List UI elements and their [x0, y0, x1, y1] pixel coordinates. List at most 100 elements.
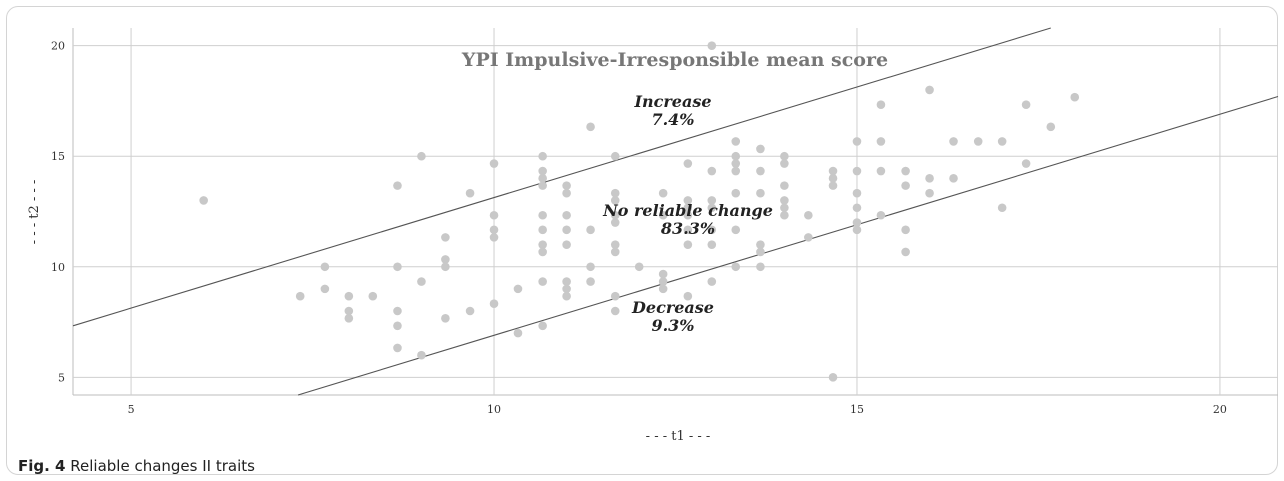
data-point [683, 291, 693, 301]
data-point [804, 233, 813, 242]
data-point [852, 225, 862, 235]
data-point [489, 159, 499, 168]
data-point [876, 137, 886, 146]
data-point [707, 166, 717, 176]
data-point [393, 181, 402, 190]
data-point [295, 291, 305, 301]
data-point [417, 350, 426, 360]
data-point [876, 210, 886, 220]
data-point [1021, 159, 1031, 168]
data-point [610, 247, 620, 257]
data-point [756, 262, 765, 272]
data-point [465, 188, 475, 198]
figure-caption-text: Reliable changes II traits [70, 457, 255, 475]
increase-value: 7.4% [651, 110, 694, 129]
data-point [828, 181, 838, 190]
data-point [707, 41, 717, 50]
data-point [610, 196, 620, 205]
data-point [538, 240, 547, 249]
figure-label: Fig. 4 [18, 457, 66, 475]
data-point [707, 203, 717, 213]
data-point [756, 166, 765, 176]
data-point [441, 313, 450, 323]
data-point [780, 210, 789, 220]
data-point [610, 151, 620, 161]
data-point [199, 196, 208, 205]
data-point [513, 328, 523, 338]
data-point [658, 210, 668, 220]
x-tick-label: 20 [1213, 403, 1227, 416]
data-point [658, 188, 668, 198]
grid [72, 28, 1278, 396]
data-point [610, 240, 620, 249]
data-point [538, 277, 547, 286]
data-point [1070, 92, 1080, 102]
data-point [828, 373, 838, 382]
data-point [925, 174, 934, 183]
data-point [417, 151, 426, 161]
data-point [368, 291, 378, 301]
data-point [804, 210, 813, 220]
x-tick-label: 5 [128, 403, 135, 416]
data-point [683, 240, 693, 249]
data-point [901, 166, 910, 176]
decrease-annotation: Decrease 9.3% [631, 298, 714, 335]
data-point [731, 137, 741, 146]
data-point [344, 313, 354, 323]
data-point [586, 262, 595, 272]
data-point [538, 247, 547, 257]
data-point [731, 262, 741, 272]
data-point [973, 137, 983, 146]
decrease-value: 9.3% [651, 316, 694, 335]
data-point [756, 240, 765, 249]
data-point [538, 151, 547, 161]
data-point [780, 151, 789, 161]
data-point [393, 262, 402, 272]
data-point [489, 233, 499, 242]
data-point [901, 225, 910, 235]
data-point [610, 188, 620, 198]
data-point [852, 137, 862, 146]
increase-annotation: Increase 7.4% [633, 92, 711, 129]
y-axis-label: - - - t2 - - - [27, 180, 42, 245]
data-point [562, 188, 571, 198]
data-point [610, 218, 620, 227]
y-tick-label: 15 [51, 150, 65, 163]
data-point [780, 203, 789, 213]
decrease-label: Decrease [631, 298, 714, 317]
data-point [562, 277, 571, 286]
data-point [658, 284, 668, 294]
increase-label: Increase [633, 92, 711, 111]
data-point [562, 210, 571, 220]
data-point [562, 181, 571, 190]
data-point [489, 225, 499, 235]
data-point [658, 277, 668, 286]
data-point [828, 166, 838, 176]
data-point [852, 203, 862, 213]
data-point [393, 343, 402, 353]
data-point [393, 321, 402, 331]
data-point [852, 188, 862, 198]
data-point [513, 284, 523, 294]
data-point [417, 277, 426, 286]
data-point [610, 291, 620, 301]
data-point [707, 277, 717, 286]
data-point [731, 151, 741, 161]
y-tick-label: 5 [58, 371, 65, 384]
band-line-upper [72, 27, 1051, 327]
data-point [901, 181, 910, 190]
data-point [344, 306, 354, 316]
data-point [562, 284, 571, 294]
data-point [852, 218, 862, 227]
data-point [634, 262, 644, 272]
no-change-label: No reliable change [602, 201, 773, 220]
data-point [1021, 100, 1031, 110]
data-point [538, 225, 547, 235]
data-point [586, 122, 595, 132]
y-tick-label: 20 [51, 40, 65, 53]
data-point [756, 247, 765, 257]
data-point [562, 225, 571, 235]
chart-title: YPI Impulsive-Irresponsible mean score [461, 49, 888, 71]
data-points [199, 41, 1080, 382]
